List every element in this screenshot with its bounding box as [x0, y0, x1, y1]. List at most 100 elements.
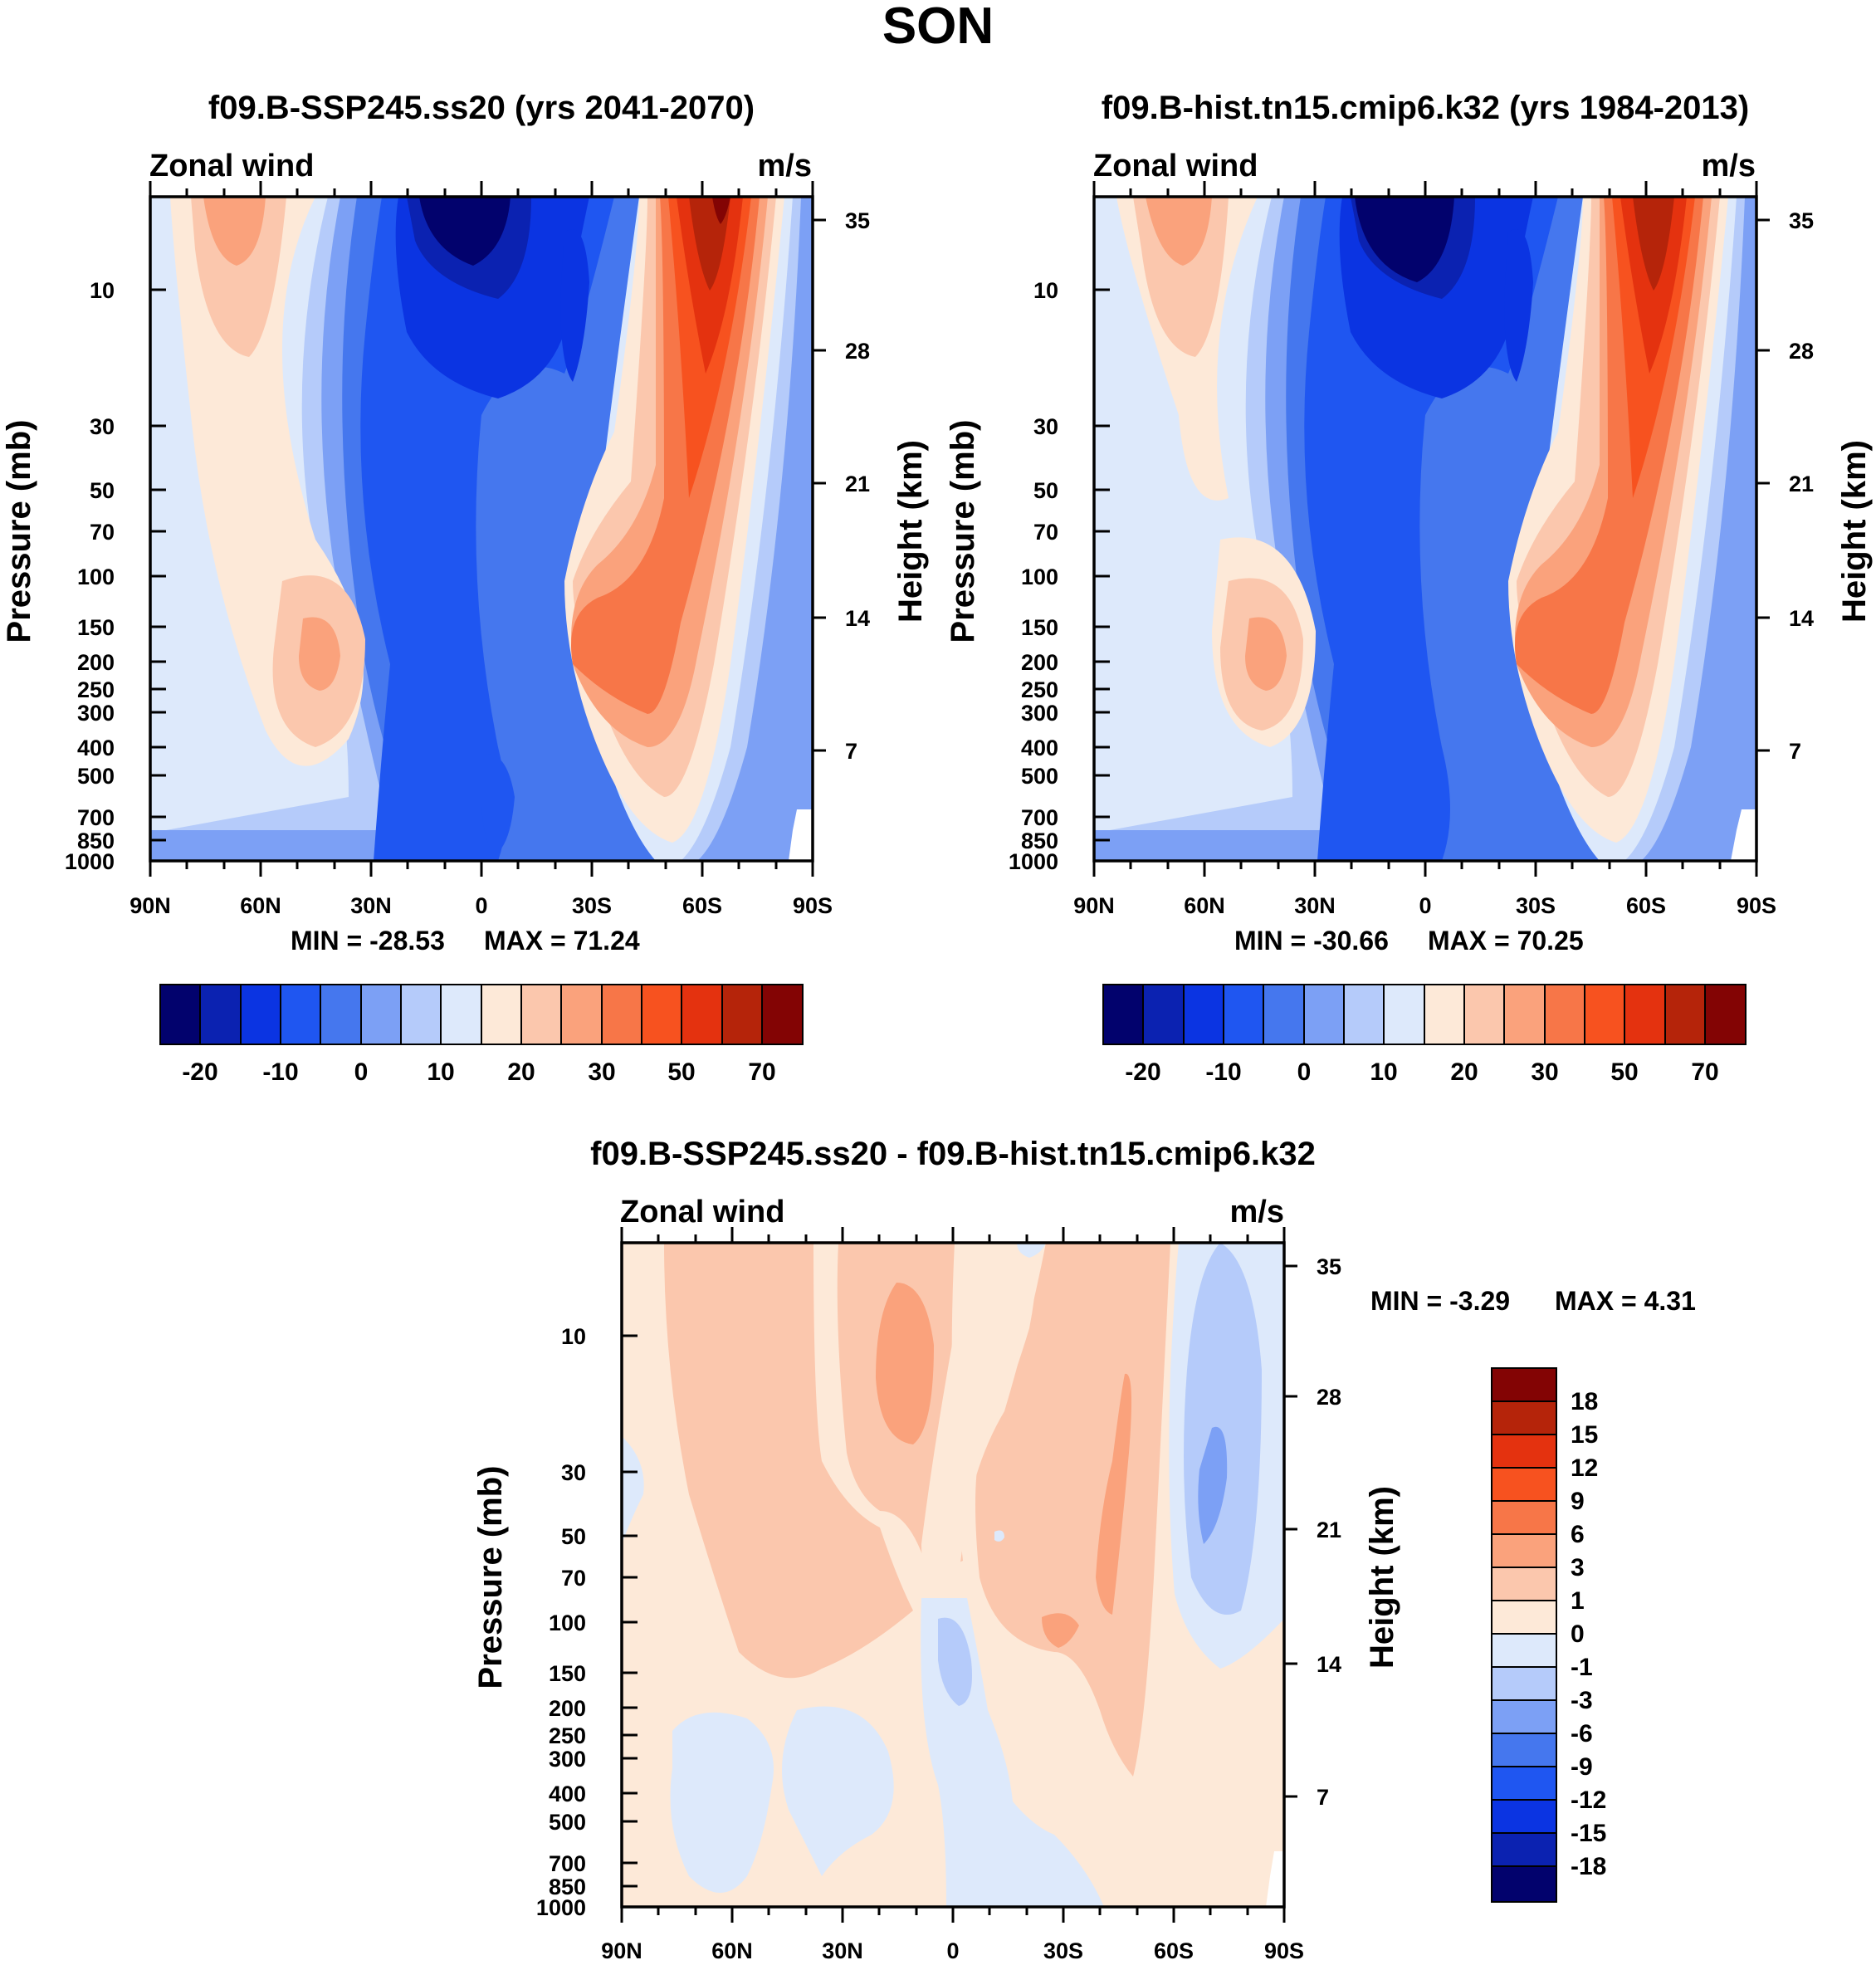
contour-band [876, 1283, 934, 1444]
colorbar-box [1304, 985, 1344, 1044]
y-tick-label: 50 [90, 478, 115, 503]
y-tick-label: 850 [1021, 829, 1058, 853]
colorbar-label: -1 [1571, 1654, 1593, 1681]
colorbar-label: -6 [1571, 1720, 1593, 1747]
x-tick-label: 30S [1043, 1938, 1083, 1963]
y2-tick-label: 35 [1317, 1254, 1341, 1279]
y-tick-label: 300 [77, 701, 115, 726]
colorbar-box [1665, 985, 1705, 1044]
colorbar-box [1424, 985, 1464, 1044]
colorbar-label: 1 [1571, 1587, 1585, 1615]
colorbar-box [1492, 1634, 1556, 1667]
y-tick-label: 400 [77, 736, 115, 760]
max-label: MAX = 71.24 [484, 926, 640, 956]
contour-band [360, 197, 614, 861]
y-tick-label: 30 [90, 414, 115, 439]
contour-band [299, 617, 340, 691]
figure-title: SON [882, 0, 994, 55]
colorbar-box [1224, 985, 1263, 1044]
contour-band [670, 1712, 774, 1893]
colorbar-box [281, 985, 320, 1044]
y-tick-label: 70 [1033, 520, 1058, 545]
variable-label: Zonal wind [149, 149, 314, 183]
y-tick-label: 400 [1021, 736, 1058, 760]
y-tick-label: 200 [1021, 650, 1058, 675]
colorbar-box [682, 985, 722, 1044]
colorbar-box [441, 985, 481, 1044]
colorbar-box [361, 985, 401, 1044]
y2-tick-label: 21 [845, 472, 870, 496]
colorbar-box [561, 985, 602, 1044]
panel-title: f09.B-SSP245.ss20 - f09.B-hist.tn15.cmip… [590, 1136, 1316, 1172]
y-tick-label: 300 [549, 1747, 586, 1772]
y-tick-marks [622, 1264, 1297, 1909]
colorbar-label: -3 [1571, 1687, 1593, 1714]
colorbar-label: -12 [1571, 1787, 1606, 1814]
y-tick-label: 500 [549, 1810, 586, 1835]
y-tick-label: 850 [549, 1875, 586, 1899]
x-tick-label: 90S [793, 893, 833, 918]
contour-band [203, 197, 266, 266]
colorbar-box [642, 985, 682, 1044]
x-tick-label: 0 [1419, 893, 1431, 918]
y-tick-label: 150 [1021, 615, 1058, 640]
colorbar-box [1344, 985, 1384, 1044]
colorbar-label: -18 [1571, 1853, 1606, 1880]
y-tick-label: 1000 [536, 1895, 586, 1920]
colorbar-label: 0 [1571, 1620, 1585, 1648]
colorbar-label: 12 [1571, 1454, 1598, 1482]
contour-band [622, 1436, 644, 1544]
contour-band [481, 754, 515, 855]
colorbar-label: -15 [1571, 1820, 1606, 1847]
y-tick-label: 200 [549, 1696, 586, 1721]
colorbar: -20 -10 0 10 20 30 50 70 [159, 984, 804, 1086]
contour-band [1017, 1243, 1046, 1258]
y2-tick-label: 28 [1789, 339, 1814, 364]
y-axis-label: Pressure (mb) [472, 1466, 509, 1689]
x-tick-label: 60S [682, 893, 722, 918]
colorbar-box [762, 985, 803, 1044]
units-label: m/s [1702, 149, 1756, 183]
contour-band [1731, 809, 1756, 861]
y-tick-label: 700 [77, 805, 115, 830]
y-tick-label: 250 [1021, 677, 1058, 702]
variable-label: Zonal wind [620, 1195, 784, 1229]
y-tick-label: 50 [1033, 478, 1058, 503]
y-tick-label: 200 [77, 650, 115, 675]
y2-tick-label: 21 [1789, 472, 1814, 496]
variable-label: Zonal wind [1093, 149, 1258, 183]
contour-band [994, 1530, 1004, 1542]
colorbar: -20 -10 0 10 20 30 50 70 [1102, 984, 1747, 1086]
colorbar-label: 70 [748, 1058, 775, 1086]
colorbar-label: 3 [1571, 1554, 1585, 1581]
colorbar-box [1585, 985, 1624, 1044]
contour-band [1266, 1851, 1284, 1907]
x-tick-label: 90N [1073, 893, 1115, 918]
y-tick-label: 70 [90, 520, 115, 545]
colorbar-box [1184, 985, 1224, 1044]
y-tick-label: 300 [1021, 701, 1058, 726]
colorbar-label: 20 [1450, 1058, 1478, 1086]
colorbar-label: 50 [667, 1058, 695, 1086]
colorbar-label: 18 [1571, 1388, 1598, 1415]
colorbar-label: -10 [1205, 1058, 1241, 1086]
y-tick-label: 150 [549, 1661, 586, 1686]
units-label: m/s [758, 149, 812, 183]
x-tick-label: 60S [1154, 1938, 1194, 1963]
x-tick-marks [1092, 181, 1758, 877]
contour-band [419, 197, 511, 266]
y-tick-label: 150 [77, 615, 115, 640]
y2-axis-label: Height (km) [892, 440, 929, 623]
colorbar-box [1492, 1700, 1556, 1733]
y-tick-label: 500 [77, 764, 115, 789]
min-label: MIN = -30.66 [1234, 926, 1389, 956]
y-tick-label: 1000 [1009, 849, 1058, 874]
y-tick-marks [150, 218, 826, 863]
y2-tick-label: 35 [1789, 208, 1814, 233]
contour-band [1504, 229, 1533, 382]
x-tick-marks [620, 1227, 1286, 1923]
colorbar-box [1143, 985, 1184, 1044]
y2-tick-label: 14 [845, 606, 870, 631]
x-tick-label: 30S [572, 893, 612, 918]
y-tick-label: 10 [1033, 278, 1058, 303]
